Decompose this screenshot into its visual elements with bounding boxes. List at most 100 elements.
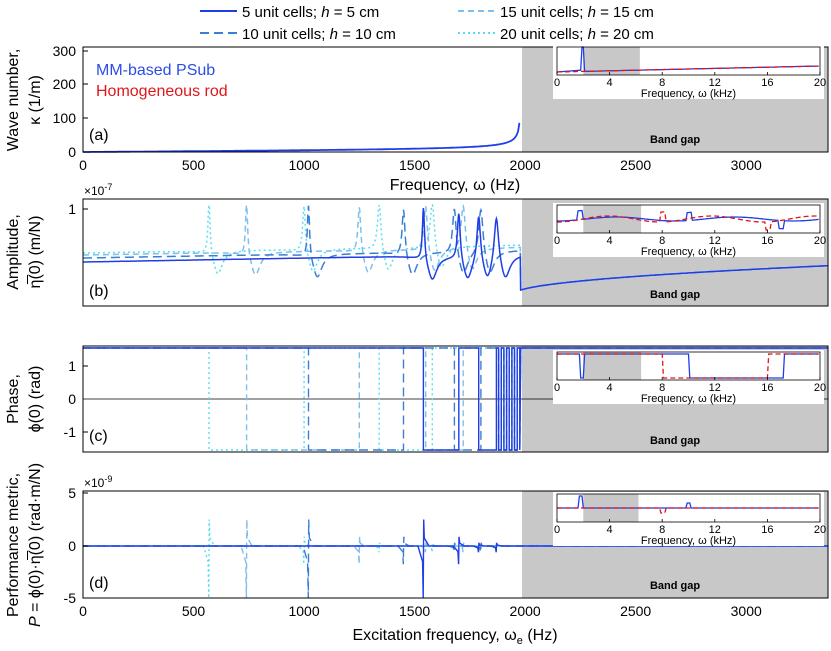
x-axis-labels: 0 500 1000 1500 2000 2500 3000: [79, 157, 762, 173]
x-tick-label: 500: [182, 157, 206, 173]
inset-tick-label: 12: [709, 382, 721, 394]
panel-label: (c): [89, 428, 108, 445]
x-tick-label: 1000: [288, 157, 319, 173]
legend: 5 unit cells; h = 5 cm 10 unit cells; h …: [200, 4, 654, 43]
inset-rod-line: [557, 353, 819, 379]
axes-frame: [82, 345, 829, 453]
panel-c: 1 0 -1 Phase, ϕ(0) (rad) (c) Band gap 0 4…: [5, 345, 829, 453]
svg-text:10 unit cells; h = 10 cm: 10 unit cells; h = 10 cm: [242, 26, 396, 43]
y-tick-label: 1: [68, 201, 76, 217]
legend-entry-20: 20 unit cells; h = 20 cm: [458, 26, 654, 43]
performance-traces: [83, 519, 828, 599]
rod-annotation: Homogeneous rod: [96, 83, 228, 100]
inset-tick-label: 4: [607, 382, 613, 394]
y-tick-label: 200: [53, 76, 77, 92]
x-axis-title: Excitation frequency, ωe (Hz): [352, 627, 557, 647]
svg-text:κ (1/m): κ (1/m): [27, 75, 44, 125]
inset-tick-label: 4: [607, 235, 613, 247]
inset-tick-label: 0: [554, 524, 560, 536]
x-tick-label: 1500: [399, 157, 430, 173]
y-tick-label: 300: [53, 43, 77, 59]
svg-text:ϕ(0) (rad): ϕ(0) (rad): [27, 366, 44, 433]
panel-label: (d): [89, 575, 109, 592]
band-gap-label: Band gap: [650, 580, 700, 592]
axes-frame: [82, 198, 829, 307]
psub-wave-number-line: [83, 122, 521, 153]
legend-entry-15: 15 unit cells; h = 15 cm: [458, 4, 654, 21]
inset-plot: 0 4 8 12 16 20 Frequency, ω (kHz): [553, 203, 826, 258]
inset-tick-label: 12: [709, 235, 721, 247]
panel-label: (b): [89, 283, 109, 300]
inset-tick-label: 8: [659, 524, 665, 536]
x-tick-label: 3000: [731, 603, 762, 619]
x-tick-label: 500: [182, 603, 206, 619]
svg-text:20 unit cells; h = 20 cm: 20 unit cells; h = 20 cm: [500, 26, 654, 43]
axes-frame: [82, 490, 829, 599]
x-tick-label: 0: [79, 157, 87, 173]
y-exponent: ×10-9: [84, 474, 112, 490]
inset-tick-label: 20: [814, 77, 826, 89]
svg-text:Wave number,: Wave number,: [5, 49, 22, 152]
x-axis-title: Frequency, ω (Hz): [390, 177, 520, 194]
psub-annotation: MM-based PSub: [96, 62, 215, 79]
y-axis-label: Phase, ϕ(0) (rad): [5, 366, 44, 433]
inset-tick-label: 20: [814, 235, 826, 247]
phase-traces: [83, 347, 828, 451]
inset-frame: [556, 46, 821, 76]
x-tick-label: 1000: [288, 603, 319, 619]
inset-frame: [556, 204, 821, 234]
phase-line-5: [83, 347, 828, 451]
svg-text:P = ϕ(0)·η̅(0) (rad·m/N): P = ϕ(0)·η̅(0) (rad·m/N): [26, 463, 44, 627]
amplitude-line-5: [83, 207, 829, 291]
y-exponent: ×10-7: [84, 182, 112, 198]
inset-tick-label: 8: [659, 235, 665, 247]
inset-x-label: Frequency, ω (kHz): [641, 393, 736, 405]
inset-plot: 0 4 8 12 16 20 Frequency, ω (kHz): [553, 45, 826, 100]
band-gap-label: Band gap: [650, 435, 700, 447]
inset-plot: 0 4 8 12 16 20 Frequency, ω (kHz): [553, 350, 826, 405]
legend-entry-5: 5 unit cells; h = 5 cm: [200, 4, 379, 21]
inset-tick-label: 16: [761, 235, 773, 247]
svg-text:15 unit cells; h = 15 cm: 15 unit cells; h = 15 cm: [500, 4, 654, 21]
panel-b: ×10-7 1 Amplitude, η̅(0) (m/N) (b) Band …: [5, 182, 829, 307]
svg-text:Phase,: Phase,: [5, 374, 22, 424]
y-tick-label: 0: [68, 391, 76, 407]
amplitude-line-10: [83, 205, 829, 291]
inset-tick-label: 0: [554, 382, 560, 394]
y-axis: 0 100 200 300: [53, 43, 88, 160]
inset-rod-line: [557, 507, 819, 514]
inset-plot: 0 4 8 12 16 20 Frequency, ω (kHz): [553, 492, 826, 547]
inset-tick-label: 16: [761, 77, 773, 89]
svg-text:5 unit cells; h = 5 cm: 5 unit cells; h = 5 cm: [242, 4, 379, 21]
svg-text:η̅(0) (m/N): η̅(0) (m/N): [26, 216, 44, 289]
inset-tick-label: 12: [709, 77, 721, 89]
panel-label: (a): [89, 127, 109, 144]
x-tick-label: 2500: [620, 603, 651, 619]
inset-psub-line: [557, 209, 819, 230]
x-tick-label: 3000: [731, 157, 762, 173]
y-tick-label: 0: [68, 144, 76, 160]
wave-number-traces: [83, 122, 521, 153]
inset-tick-label: 12: [709, 524, 721, 536]
y-tick-label: 5: [68, 485, 76, 501]
x-tick-label: 0: [79, 603, 87, 619]
y-tick-label: 1: [68, 358, 76, 374]
performance-line-5: [83, 519, 828, 599]
inset-frame: [556, 351, 821, 381]
inset-tick-label: 16: [761, 382, 773, 394]
x-tick-label: 2000: [510, 157, 541, 173]
x-axis-labels: 0 500 1000 1500 2000 2500 3000: [79, 603, 762, 619]
axes-frame: [82, 46, 829, 153]
inset-tick-label: 20: [814, 382, 826, 394]
inset-tick-label: 0: [554, 235, 560, 247]
panel-d: ×10-9 5 0 -5 Performance metric, P = ϕ(0…: [5, 463, 829, 647]
inset-tick-label: 4: [607, 524, 613, 536]
y-axis-label: Wave number, κ (1/m): [5, 49, 44, 152]
svg-text:Amplitude,: Amplitude,: [5, 214, 22, 290]
inset-frame: [556, 493, 821, 523]
inset-band-gap: [583, 352, 642, 380]
inset-tick-label: 16: [761, 524, 773, 536]
x-tick-label: 2000: [510, 603, 541, 619]
inset-rod-line: [557, 211, 819, 231]
inset-tick-label: 4: [607, 77, 613, 89]
